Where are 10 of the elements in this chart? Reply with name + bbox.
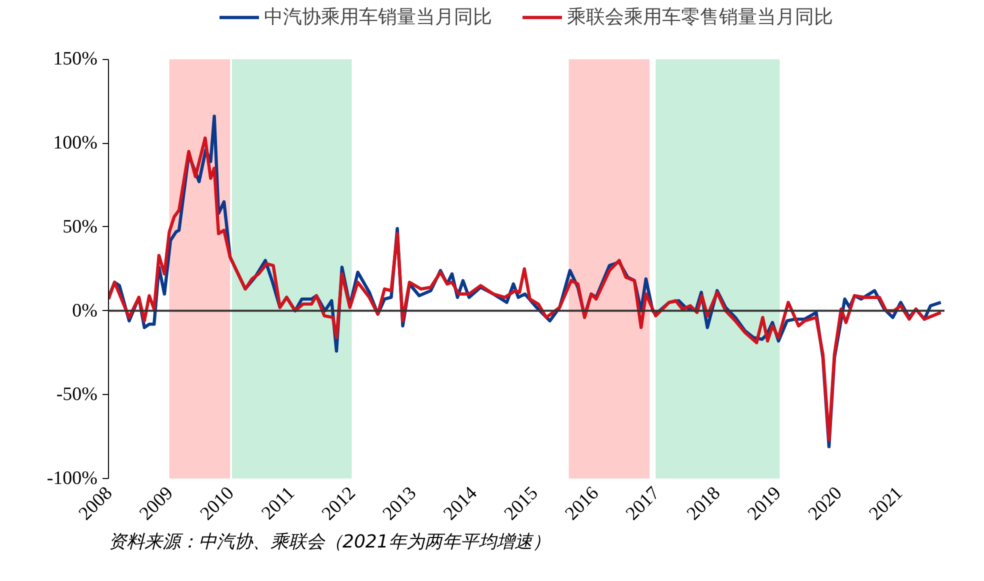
y-tick-label: 0% (72, 300, 98, 322)
y-tick-label: -50% (56, 384, 98, 406)
x-tick-label: 2011 (258, 482, 300, 524)
legend-label: 中汽协乘用车销量当月同比 (264, 5, 492, 30)
legend-label: 乘联会乘用车零售销量当月同比 (567, 5, 833, 30)
y-tick-label: -100% (46, 468, 98, 489)
y-tick-label: 150% (53, 48, 98, 70)
text: 资料来源：中汽协、乘联会（2021年为两年平均增速） (108, 532, 550, 552)
y-tick-label: 100% (53, 132, 98, 154)
y-tick-label: 50% (62, 216, 98, 238)
